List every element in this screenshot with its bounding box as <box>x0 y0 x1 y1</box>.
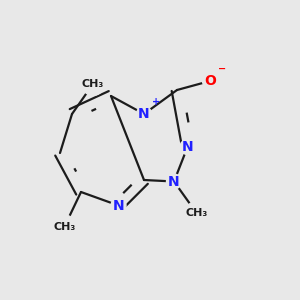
Text: O: O <box>204 74 216 88</box>
Text: CH₃: CH₃ <box>185 208 208 218</box>
Text: +: + <box>152 97 160 107</box>
Circle shape <box>136 106 152 122</box>
Text: −: − <box>218 64 226 74</box>
Circle shape <box>82 73 104 95</box>
Text: N: N <box>168 175 180 188</box>
Text: CH₃: CH₃ <box>82 79 104 89</box>
Circle shape <box>53 215 76 238</box>
Circle shape <box>180 140 195 154</box>
Text: N: N <box>113 199 124 212</box>
Circle shape <box>167 174 182 189</box>
Circle shape <box>202 74 217 88</box>
Text: N: N <box>182 140 193 154</box>
Text: N: N <box>138 107 150 121</box>
Circle shape <box>185 202 208 224</box>
Text: CH₃: CH₃ <box>53 221 76 232</box>
Circle shape <box>111 198 126 213</box>
